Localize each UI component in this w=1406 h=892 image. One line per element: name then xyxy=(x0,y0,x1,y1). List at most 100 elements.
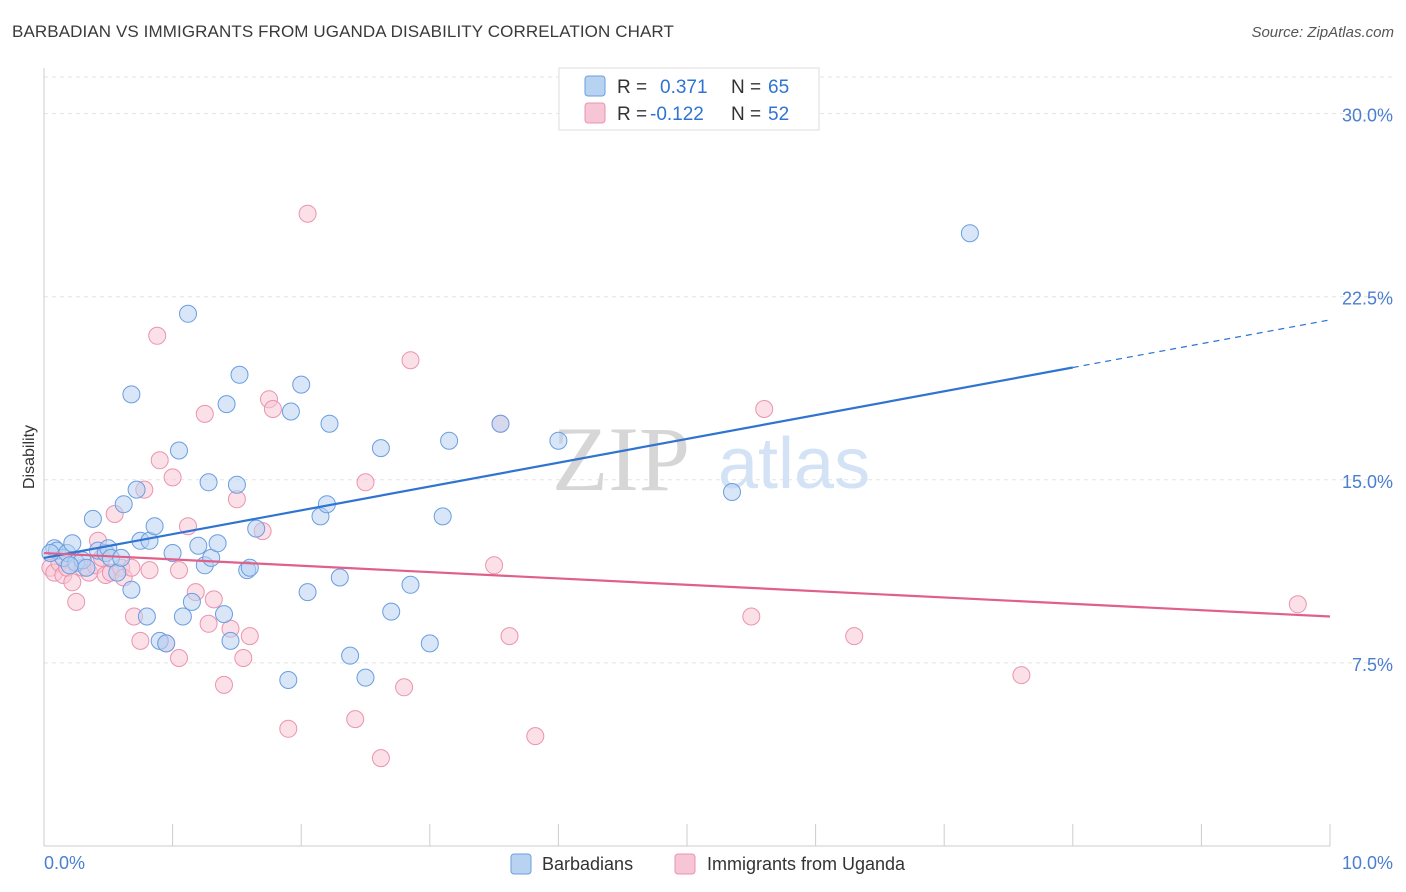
point-barbadians xyxy=(401,575,420,594)
point-barbadians xyxy=(279,671,298,689)
point-barbadians xyxy=(122,580,141,599)
point-uganda xyxy=(204,590,223,609)
trend-lines xyxy=(43,319,1331,618)
point-uganda xyxy=(263,400,282,418)
point-barbadians xyxy=(281,402,300,421)
point-barbadians xyxy=(292,375,311,394)
point-barbadians xyxy=(227,475,246,494)
point-uganda xyxy=(1012,666,1031,685)
point-uganda xyxy=(150,451,169,470)
legend-n-label-barbadians: N = xyxy=(731,77,761,98)
point-uganda xyxy=(500,627,519,646)
y-tick-label: 15.0% xyxy=(1342,472,1393,492)
legend-r-value-barbadians: 0.371 xyxy=(660,77,708,98)
series-legend: Barbadians Immigrants from Uganda xyxy=(510,853,906,875)
point-barbadians xyxy=(330,568,349,587)
point-uganda xyxy=(371,749,390,768)
y-tick-label: 30.0% xyxy=(1342,106,1393,126)
point-uganda xyxy=(195,404,214,423)
legend-swatch-barbadians xyxy=(584,75,606,97)
point-barbadians xyxy=(145,517,164,536)
x-tick-label-min: 0.0% xyxy=(44,853,85,873)
point-uganda xyxy=(755,400,774,418)
point-barbadians xyxy=(157,634,176,653)
point-uganda xyxy=(742,607,761,626)
source-label: Source: ZipAtlas.com xyxy=(1251,24,1394,41)
y-tick-labels: 7.5% 15.0% 22.5% 30.0% xyxy=(1342,106,1393,675)
point-barbadians xyxy=(491,414,510,433)
point-barbadians xyxy=(723,483,741,501)
point-uganda xyxy=(131,631,150,650)
point-barbadians xyxy=(163,544,182,562)
bottom-legend-swatch-barbadians xyxy=(510,853,532,875)
point-barbadians xyxy=(440,431,459,450)
point-uganda xyxy=(67,592,86,611)
stats-legend: R = 0.371 N = 65 R = -0.122 N = 52 xyxy=(558,67,820,131)
point-barbadians xyxy=(179,304,197,323)
point-barbadians xyxy=(298,583,317,602)
point-barbadians xyxy=(221,631,240,650)
point-uganda xyxy=(140,561,159,580)
point-barbadians xyxy=(433,507,452,526)
chart-title: BARBADIAN VS IMMIGRANTS FROM UGANDA DISA… xyxy=(12,22,674,41)
y-tick-label: 7.5% xyxy=(1352,655,1393,675)
point-uganda xyxy=(63,573,82,592)
point-barbadians xyxy=(170,441,188,460)
legend-n-label-uganda: N = xyxy=(731,104,761,125)
x-axis-ticks xyxy=(43,824,1331,846)
point-uganda xyxy=(170,561,188,580)
bottom-legend-label-uganda: Immigrants from Uganda xyxy=(707,854,906,874)
point-uganda xyxy=(148,326,167,345)
point-barbadians xyxy=(182,592,201,611)
point-barbadians xyxy=(960,224,979,243)
point-barbadians xyxy=(208,534,227,553)
point-barbadians xyxy=(549,431,568,450)
point-uganda xyxy=(240,627,259,646)
point-uganda xyxy=(215,675,233,694)
legend-swatch-uganda xyxy=(584,102,606,124)
point-barbadians xyxy=(382,602,401,621)
point-uganda xyxy=(170,649,188,667)
point-uganda xyxy=(845,627,864,646)
point-barbadians xyxy=(137,607,156,626)
point-barbadians xyxy=(247,519,266,538)
point-barbadians xyxy=(420,634,439,653)
trend-line-barbadians xyxy=(43,366,1074,560)
point-barbadians xyxy=(341,646,360,665)
legend-r-value-uganda: -0.122 xyxy=(650,104,704,125)
point-barbadians xyxy=(60,556,79,575)
point-barbadians xyxy=(63,534,82,553)
point-barbadians xyxy=(371,439,390,458)
trend-line-barbadians-extension xyxy=(1072,319,1331,369)
x-tick-label-max: 10.0% xyxy=(1342,853,1393,873)
y-axis-title: Disability xyxy=(21,425,38,489)
legend-n-value-uganda: 52 xyxy=(768,104,789,125)
point-uganda xyxy=(401,351,420,370)
point-uganda xyxy=(346,710,365,729)
point-barbadians xyxy=(114,495,133,514)
legend-r-label-barbadians: R = xyxy=(617,77,647,98)
point-uganda xyxy=(395,678,414,697)
point-uganda xyxy=(526,727,545,746)
point-uganda xyxy=(199,614,218,633)
point-uganda xyxy=(234,649,253,667)
point-barbadians xyxy=(320,414,339,433)
point-uganda xyxy=(1288,595,1307,614)
y-tick-label: 22.5% xyxy=(1342,289,1393,309)
point-uganda xyxy=(485,556,504,575)
point-uganda xyxy=(298,204,317,223)
point-barbadians xyxy=(189,536,208,555)
legend-n-value-barbadians: 65 xyxy=(768,77,789,98)
legend-r-label-uganda: R = xyxy=(617,104,647,125)
point-barbadians xyxy=(217,395,236,414)
bottom-legend-swatch-uganda xyxy=(674,853,696,875)
watermark-atlas: atlas xyxy=(718,424,870,504)
point-barbadians xyxy=(77,558,96,577)
point-barbadians xyxy=(215,605,233,624)
point-barbadians xyxy=(240,558,259,577)
point-barbadians xyxy=(173,607,192,626)
point-barbadians xyxy=(83,509,102,528)
point-uganda xyxy=(279,719,298,738)
point-barbadians xyxy=(199,473,218,492)
